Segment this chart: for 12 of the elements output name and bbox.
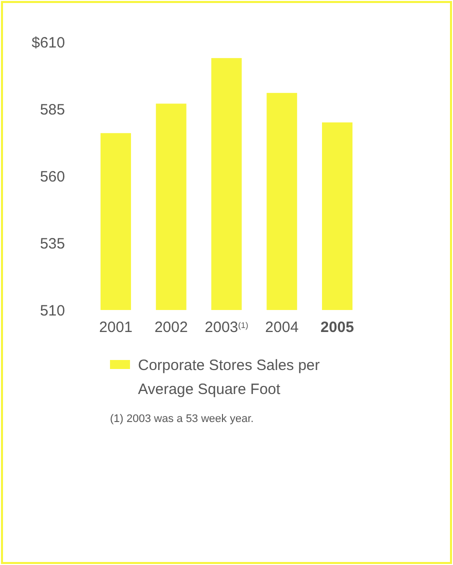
text: (1) 2003 was a 53 week year.	[110, 413, 254, 425]
y-tick-label: 510	[40, 302, 65, 320]
legend-label: Corporate Stores Sales per Average Square Foot	[138, 357, 320, 398]
y-tick-label: 560	[40, 168, 65, 186]
x-tick-label: 2003$^{(1)}$	[204, 319, 248, 336]
y-tick-label: 535	[40, 235, 65, 252]
x-tick-label: 2002	[154, 319, 188, 336]
x-tick-label: 2004	[265, 319, 299, 336]
y-tick-label: 585	[40, 101, 65, 118]
x-tick-label: 2005	[320, 319, 354, 336]
y-tick-label: $610	[32, 34, 65, 52]
x-tick-label: 2001	[99, 319, 132, 336]
